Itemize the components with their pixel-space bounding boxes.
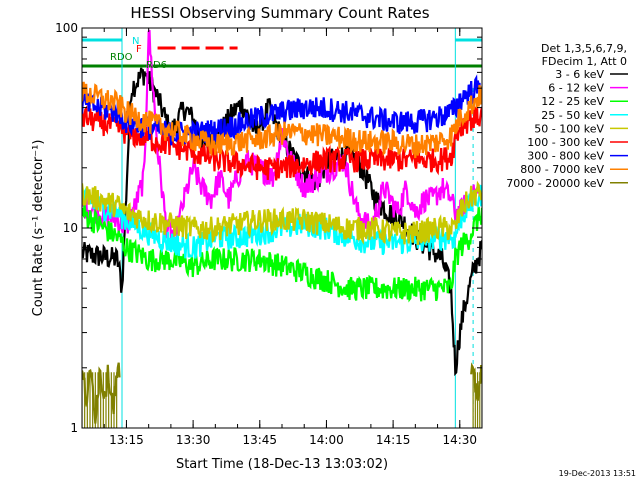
- legend-entry-label: 3 - 6 keV: [555, 68, 604, 81]
- y-tick-label: 10: [63, 221, 78, 235]
- y-axis-ticks: 1 10 100: [55, 21, 482, 435]
- legend-entry-label: 6 - 12 keV: [548, 82, 604, 95]
- legend-entry-label: 100 - 300 keV: [527, 136, 604, 149]
- series-layer: [82, 29, 482, 428]
- legend-header-line: FDecim 1, Att 0: [542, 55, 627, 68]
- plot-area: [81, 27, 483, 429]
- x-axis-label: Start Time (18-Dec-13 13:03:02): [176, 457, 388, 472]
- flag-label-n: N: [132, 36, 139, 47]
- x-tick-label: 13:45: [242, 433, 277, 447]
- x-tick-label: 13:15: [109, 433, 144, 447]
- series-line-2: [82, 204, 482, 303]
- x-tick-label: 13:30: [176, 433, 211, 447]
- legend-entry-label: 300 - 800 keV: [527, 150, 604, 163]
- flag-label-f: F: [136, 44, 142, 55]
- flag-label-rd6: RD6: [146, 60, 167, 71]
- chart-title: HESSI Observing Summary Count Rates: [130, 4, 429, 22]
- flag-label-rdo: RDO: [110, 52, 133, 63]
- legend: Det 1,3,5,6,7,9,FDecim 1, Att 03 - 6 keV…: [506, 42, 628, 190]
- y-axis-label: Count Rate (s⁻¹ detector⁻¹): [31, 140, 46, 317]
- x-tick-label: 14:15: [376, 433, 411, 447]
- flag-lines: [82, 38, 482, 68]
- legend-entry-label: 7000 - 20000 keV: [506, 177, 604, 190]
- timestamp: 19-Dec-2013 13:51: [559, 469, 636, 478]
- series-line-8: [82, 362, 482, 424]
- series-line-4: [82, 180, 482, 246]
- y-tick-label: 100: [55, 21, 78, 35]
- x-axis-ticks: 13:15 13:30 13:45 14:00 14:15 14:30: [103, 28, 477, 447]
- legend-entry-label: 12 - 25 keV: [541, 95, 604, 108]
- x-tick-label: 14:00: [309, 433, 344, 447]
- x-tick-label: 14:30: [442, 433, 477, 447]
- y-tick-label: 1: [70, 421, 78, 435]
- legend-header-line: Det 1,3,5,6,7,9,: [541, 42, 627, 55]
- legend-entry-label: 50 - 100 keV: [534, 122, 604, 135]
- legend-entry-label: 25 - 50 keV: [541, 109, 604, 122]
- series-line-7: [82, 81, 482, 159]
- legend-entry-label: 800 - 7000 keV: [520, 163, 604, 176]
